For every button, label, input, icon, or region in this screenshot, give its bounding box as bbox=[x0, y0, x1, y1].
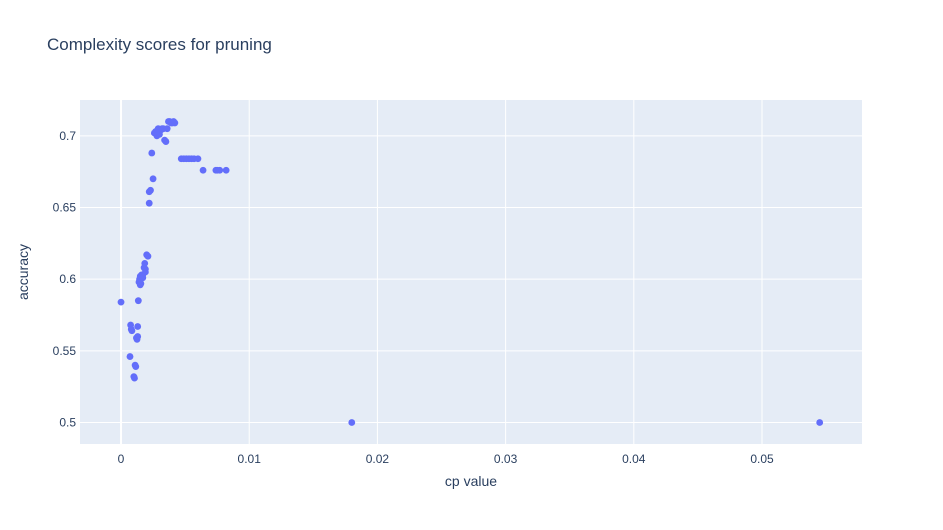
data-point[interactable] bbox=[134, 297, 142, 305]
data-point[interactable] bbox=[141, 260, 149, 267]
data-point[interactable] bbox=[216, 166, 224, 174]
data-point[interactable] bbox=[147, 186, 154, 194]
plot-area[interactable] bbox=[80, 100, 862, 444]
y-tick-label: 0.6 bbox=[59, 272, 76, 286]
x-tick-label: 0.01 bbox=[238, 452, 262, 466]
y-tick-label: 0.7 bbox=[59, 129, 76, 143]
data-point[interactable] bbox=[163, 125, 171, 133]
y-tick-label: 0.65 bbox=[53, 201, 77, 215]
data-point[interactable] bbox=[131, 374, 138, 382]
data-point[interactable] bbox=[117, 298, 125, 306]
x-tick-label: 0.03 bbox=[494, 452, 518, 466]
data-points bbox=[117, 118, 824, 426]
data-point[interactable] bbox=[145, 199, 153, 207]
x-tick-label: 0 bbox=[118, 452, 125, 466]
grid-lines bbox=[80, 100, 862, 444]
data-point[interactable] bbox=[144, 252, 152, 260]
data-point[interactable] bbox=[199, 166, 207, 174]
data-point[interactable] bbox=[126, 353, 134, 360]
x-axis-title: cp value bbox=[445, 473, 497, 489]
x-tick-label: 0.04 bbox=[622, 452, 646, 466]
y-tick-label: 0.55 bbox=[53, 344, 77, 358]
data-point[interactable] bbox=[128, 327, 136, 335]
data-point[interactable] bbox=[162, 138, 170, 145]
data-point[interactable] bbox=[141, 268, 149, 276]
data-point[interactable] bbox=[194, 155, 202, 163]
data-point[interactable] bbox=[137, 280, 145, 287]
tick-labels: 0 0.01 0.02 0.03 0.04 0.05 0.5 0.55 0.6 0.65 0.7 bbox=[53, 129, 774, 466]
x-tick-label: 0.02 bbox=[366, 452, 390, 466]
data-point[interactable] bbox=[816, 419, 824, 426]
data-point[interactable] bbox=[348, 419, 356, 426]
data-point[interactable] bbox=[171, 119, 179, 127]
data-point[interactable] bbox=[134, 323, 142, 330]
data-point[interactable] bbox=[139, 274, 147, 282]
data-point[interactable] bbox=[148, 149, 156, 157]
data-point[interactable] bbox=[149, 175, 157, 183]
y-tick-label: 0.5 bbox=[59, 416, 76, 430]
data-point[interactable] bbox=[132, 363, 140, 370]
data-point[interactable] bbox=[134, 333, 142, 340]
chart-title: Complexity scores for pruning bbox=[47, 35, 272, 54]
data-point[interactable] bbox=[222, 166, 230, 174]
x-tick-label: 0.05 bbox=[750, 452, 774, 466]
y-axis-title: accuracy bbox=[15, 244, 31, 300]
